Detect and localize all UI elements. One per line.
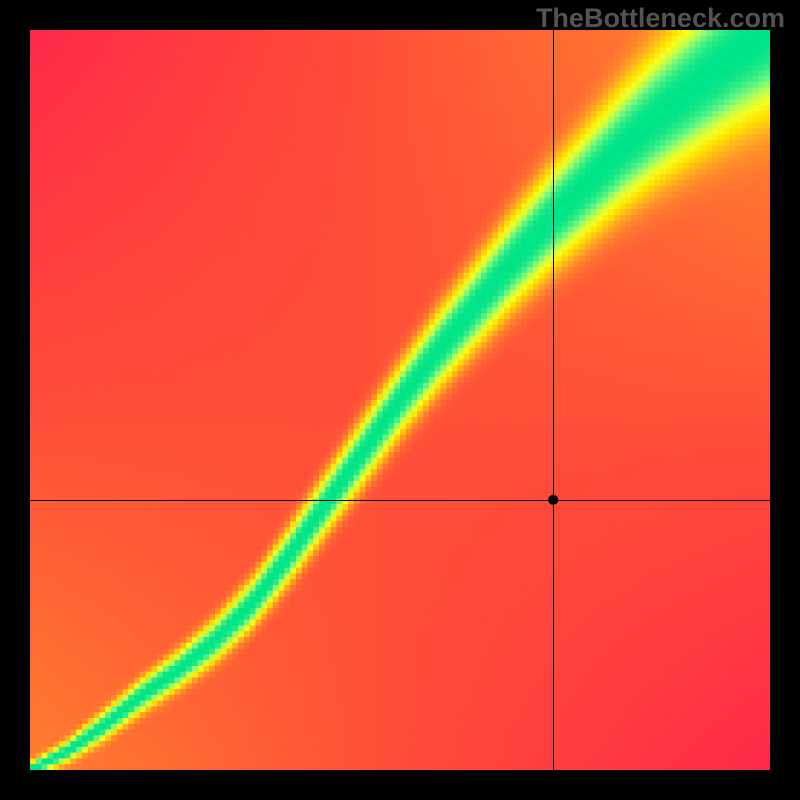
heatmap-canvas <box>0 0 800 800</box>
watermark-text: TheBottleneck.com <box>536 3 785 34</box>
chart-container: TheBottleneck.com <box>0 0 800 800</box>
